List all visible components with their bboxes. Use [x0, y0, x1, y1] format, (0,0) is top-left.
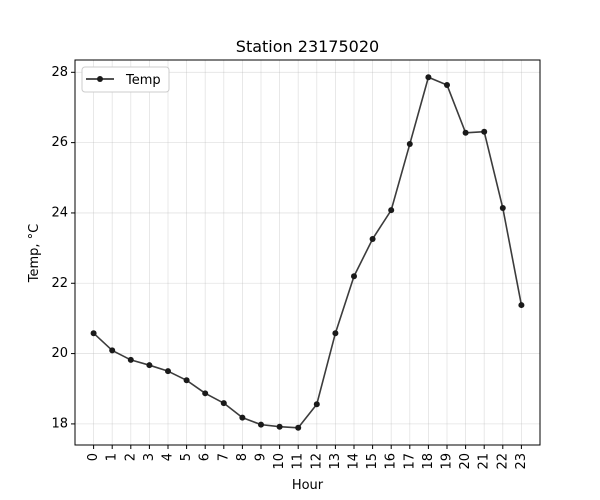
- x-tick-label: 9: [254, 453, 269, 461]
- data-point: [109, 347, 116, 354]
- data-point: [406, 141, 413, 148]
- y-tick-label: 18: [51, 416, 68, 431]
- x-tick-label: 16: [384, 453, 399, 470]
- data-point: [239, 414, 246, 421]
- y-axis-label: Temp, °C: [27, 224, 42, 284]
- series-line: [93, 76, 523, 429]
- data-point: [462, 129, 469, 136]
- x-tick-label: 1: [105, 453, 120, 461]
- x-tick-label: 0: [86, 453, 101, 461]
- x-tick-label: 18: [421, 453, 436, 470]
- legend-marker: [97, 76, 103, 82]
- chart-title: Station 23175020: [236, 37, 379, 56]
- data-point: [351, 273, 357, 280]
- x-tick-label: 11: [291, 453, 306, 470]
- data-point: [499, 205, 506, 212]
- grid: [75, 60, 540, 445]
- x-tick-label: 7: [216, 453, 231, 461]
- y-tick-label: 20: [51, 346, 68, 361]
- data-point: [369, 235, 376, 242]
- x-tick-label: 21: [477, 453, 492, 470]
- x-tick-label: 12: [309, 453, 324, 470]
- x-tick-label: 2: [123, 453, 138, 461]
- x-tick-label: 15: [365, 453, 380, 470]
- data-point: [127, 356, 134, 363]
- x-tick-label: 3: [142, 453, 157, 461]
- data-point: [165, 368, 171, 375]
- data-point: [146, 362, 153, 369]
- legend-box: [81, 66, 170, 93]
- data-point: [90, 330, 97, 337]
- axis-ticks: 0 1 2 3 4 5 6 7 8 9 10 11 12 13 14 15 16 17 18 19 20 21 22 2318…: [51, 65, 528, 470]
- x-tick-label: 20: [458, 453, 473, 470]
- legend-label-temp: Temp: [125, 73, 161, 88]
- x-tick-label: 13: [328, 453, 343, 470]
- x-tick-label: 19: [440, 453, 455, 470]
- data-point: [295, 424, 302, 431]
- data-point: [481, 128, 488, 135]
- x-tick-label: 6: [198, 453, 213, 461]
- data-point: [425, 74, 432, 81]
- x-tick-label: 8: [235, 453, 250, 461]
- x-tick-label: 4: [161, 453, 176, 461]
- data-point: [183, 377, 190, 384]
- x-tick-label: 17: [402, 453, 417, 470]
- y-tick-label: 22: [51, 276, 68, 291]
- x-tick-label: 14: [347, 453, 362, 470]
- x-tick-label: 10: [272, 453, 287, 470]
- x-axis-label: Hour: [292, 478, 324, 493]
- data-point: [258, 421, 264, 428]
- data-point: [202, 390, 209, 397]
- data-point: [518, 302, 525, 309]
- x-tick-label: 22: [495, 453, 510, 470]
- data-point: [276, 423, 283, 430]
- plot-area: [74, 59, 541, 446]
- x-tick-label: 23: [514, 453, 529, 470]
- y-tick-label: 24: [51, 205, 68, 220]
- legend: Temp: [81, 66, 170, 93]
- data-point: [313, 401, 320, 408]
- x-tick-label: 5: [179, 453, 194, 461]
- data-point: [444, 81, 450, 88]
- y-tick-label: 26: [51, 135, 68, 150]
- data-point: [220, 400, 227, 407]
- y-tick-label: 28: [51, 65, 68, 80]
- series-temp: [90, 74, 525, 431]
- data-point: [332, 330, 339, 337]
- data-point: [388, 207, 395, 214]
